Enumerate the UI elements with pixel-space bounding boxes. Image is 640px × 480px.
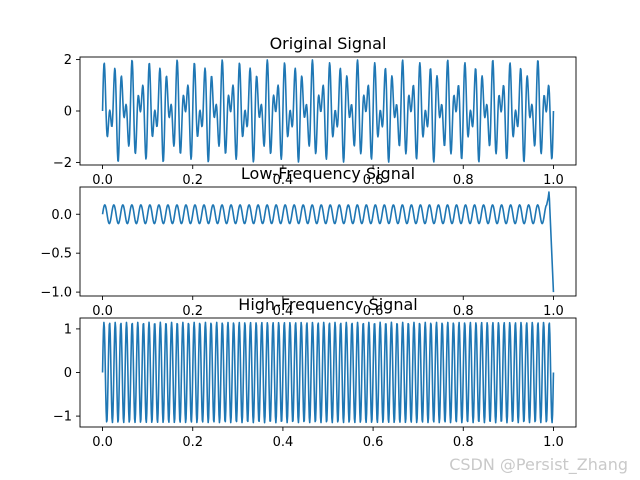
subplot-title: Low-Frequency Signal: [241, 164, 415, 183]
series-line-0: [101, 59, 555, 163]
x-tick-label: 0.2: [182, 304, 203, 319]
x-tick-label: 0.4: [273, 435, 294, 450]
series-line-0: [101, 321, 555, 424]
x-tick-label: 1.0: [543, 173, 564, 188]
subplot-low-frequency-signal: 0.0 0.2 0.4 0.6 0.8 1.0 0.0 −0.5 −1.0 Low-Frequen…: [40, 164, 577, 319]
y-tick-label: 0: [64, 366, 72, 381]
y-tick-label: 0: [64, 105, 72, 120]
x-tick-label: 0.0: [92, 173, 113, 188]
x-tick-label: 1.0: [543, 435, 564, 450]
subplot-title: Original Signal: [270, 34, 387, 53]
x-tick-label: 0.0: [92, 304, 113, 319]
subplot-title: High-Frequency Signal: [238, 295, 417, 314]
x-tick-label: 0.8: [453, 435, 474, 450]
subplot-original-signal: 0.0 0.2 0.4 0.6 0.8 1.0 2 0 −2 Original Signal: [53, 34, 577, 188]
y-tick-label: −0.5: [40, 247, 72, 262]
x-tick-label: 0.4: [273, 173, 294, 188]
y-tick-label: −2: [53, 156, 72, 171]
y-tick-label: −1.0: [40, 286, 72, 301]
subplot-high-frequency-signal: 0.0 0.2 0.4 0.6 0.8 1.0 1 0 −1 High-Frequency Sig…: [53, 295, 577, 450]
y-tick-label: 2: [64, 53, 72, 68]
x-tick-label: 0.6: [363, 173, 384, 188]
x-tick-label: 0.6: [363, 435, 384, 450]
x-tick-label: 0.2: [182, 173, 203, 188]
x-tick-label: 0.6: [363, 304, 384, 319]
x-tick-label: 0.4: [273, 304, 294, 319]
x-tick-label: 0.0: [92, 435, 113, 450]
x-tick-label: 0.2: [182, 435, 203, 450]
x-tick-label: 0.8: [453, 173, 474, 188]
x-tick-label: 1.0: [543, 304, 564, 319]
axes-frame: [79, 186, 577, 297]
y-tick-label: 1: [64, 322, 72, 337]
y-tick-label: −1: [53, 410, 72, 425]
series-line-0: [101, 191, 555, 293]
y-tick-label: 0.0: [51, 208, 72, 223]
x-tick-label: 0.8: [453, 304, 474, 319]
watermark-text: CSDN @Persist_Zhang: [449, 455, 628, 474]
